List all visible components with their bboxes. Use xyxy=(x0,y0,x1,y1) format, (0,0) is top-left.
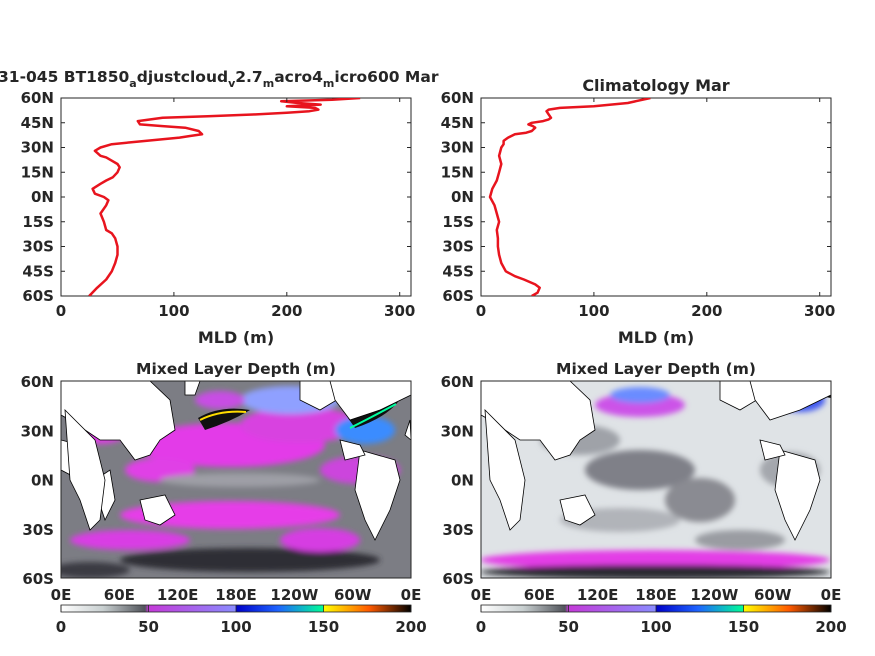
title-part: 2.7 xyxy=(235,68,262,86)
lat-label: 0N xyxy=(451,472,474,490)
colorbar-tick-label: 150 xyxy=(728,618,759,636)
x-axis-label: MLD (m) xyxy=(618,328,694,347)
y-tick-label: 45S xyxy=(442,262,474,280)
series-line-0 xyxy=(88,98,361,296)
y-tick-label: 0N xyxy=(31,188,54,206)
x-tick-label: 300 xyxy=(804,302,835,320)
title-part: djustcloud xyxy=(137,68,228,86)
panel-title-climatology: Climatology Mar xyxy=(582,76,729,95)
title-part: icro600 Mar xyxy=(334,68,438,86)
x-tick-label: 100 xyxy=(158,302,189,320)
map-frame xyxy=(480,380,832,579)
axis-ticks: 0 100 200 300 60S 45S 30S 15S 0N 15N 30N 45N 60N xyxy=(21,89,416,320)
panel-title-model: 31-045 BT1850adjustcloudv2.7macro4micro6… xyxy=(0,68,439,90)
y-tick-label: 60S xyxy=(22,287,54,305)
x-tick-label: 200 xyxy=(271,302,302,320)
colorbar-tick-label: 100 xyxy=(640,618,671,636)
x-tick-label: 300 xyxy=(384,302,415,320)
y-tick-label: 60S xyxy=(442,287,474,305)
y-tick-label: 30S xyxy=(442,238,474,256)
lon-label: 180E xyxy=(215,586,257,604)
series-line-0 xyxy=(488,98,651,296)
y-tick-label: 30N xyxy=(21,139,54,157)
colorbar-tick-label: 150 xyxy=(308,618,339,636)
y-tick-label: 45S xyxy=(22,262,54,280)
lon-label: 0E xyxy=(51,586,72,604)
panel-title-map-climatology: Mixed Layer Depth (m) xyxy=(556,360,756,378)
axis-ticks: 0 100 200 300 60S 45S 30S 15S 0N 15N 30N 45N 60N xyxy=(441,89,836,320)
profile-panel-model: 31-045 BT1850adjustcloudv2.7macro4micro6… xyxy=(0,68,439,347)
lon-label: 60W xyxy=(334,586,372,604)
lon-label: 120E xyxy=(577,586,619,604)
lat-label: 30S xyxy=(22,521,54,539)
title-part: v xyxy=(228,77,236,90)
series-lines xyxy=(488,98,651,296)
lat-label: 60N xyxy=(441,373,474,391)
lon-label: 0E xyxy=(401,586,422,604)
lon-label: 120E xyxy=(157,586,199,604)
y-tick-label: 60N xyxy=(441,89,474,107)
y-tick-label: 15N xyxy=(441,163,474,181)
colorbar-tick-label: 100 xyxy=(220,618,251,636)
lon-label: 60W xyxy=(754,586,792,604)
colorbar-tick-label: 200 xyxy=(395,618,426,636)
y-tick-label: 15N xyxy=(21,163,54,181)
plot-area xyxy=(480,97,832,297)
title-part: m xyxy=(263,77,274,90)
lat-label: 0N xyxy=(31,472,54,490)
map-panel-climatology: Mixed Layer Depth (m) xyxy=(441,360,847,636)
lon-label: 120W xyxy=(690,586,738,604)
y-tick-label: 15S xyxy=(22,213,54,231)
lat-label: 60S xyxy=(442,570,474,588)
title-part: m xyxy=(323,77,334,90)
y-tick-label: 45N xyxy=(441,114,474,132)
x-tick-label: 0 xyxy=(56,302,66,320)
title-part: 31-045 BT1850adjustcloudv2.7macro4micro6… xyxy=(0,68,439,90)
colorbar-ticks: 0 50 100 150 200 xyxy=(476,605,847,636)
x-tick-label: 200 xyxy=(691,302,722,320)
colorbar-tick-label: 0 xyxy=(56,618,66,636)
colorbar-ticks: 0 50 100 150 200 xyxy=(56,605,427,636)
colorbar-tick-label: 50 xyxy=(558,618,579,636)
lat-label: 30S xyxy=(442,521,474,539)
title-part: a xyxy=(129,77,136,90)
panel-title-map-model: Mixed Layer Depth (m) xyxy=(136,360,336,378)
lat-label: 60S xyxy=(22,570,54,588)
y-tick-label: 0N xyxy=(451,188,474,206)
lat-label: 60N xyxy=(21,373,54,391)
map-frame xyxy=(60,380,412,579)
lon-label: 60E xyxy=(104,586,135,604)
map-panel-model: Mixed Layer Depth (m) xyxy=(21,360,427,636)
x-tick-label: 0 xyxy=(476,302,486,320)
title-part: acro4 xyxy=(274,68,323,86)
x-axis-label: MLD (m) xyxy=(198,328,274,347)
colorbar-tick-label: 0 xyxy=(476,618,486,636)
lon-label: 120W xyxy=(270,586,318,604)
lon-label: 60E xyxy=(524,586,555,604)
x-tick-label: 100 xyxy=(578,302,609,320)
lon-label: 180E xyxy=(635,586,677,604)
colorbar-tick-label: 200 xyxy=(815,618,846,636)
lon-label: 0E xyxy=(821,586,842,604)
mld-field-model xyxy=(61,381,411,578)
mld-field-climatology xyxy=(481,381,831,578)
y-tick-label: 15S xyxy=(442,213,474,231)
plot-area xyxy=(60,97,412,297)
colorbar-tick-label: 50 xyxy=(138,618,159,636)
lat-label: 30N xyxy=(441,422,474,440)
profile-panel-climatology: Climatology Mar 0 100 200 300 60S 45S 30S 15S 0N… xyxy=(441,76,836,347)
y-tick-label: 60N xyxy=(21,89,54,107)
series-lines xyxy=(88,98,361,296)
title-part: 31-045 BT1850 xyxy=(0,68,129,86)
lon-label: 0E xyxy=(471,586,492,604)
y-tick-label: 30N xyxy=(441,139,474,157)
lat-label: 30N xyxy=(21,422,54,440)
y-tick-label: 30S xyxy=(22,238,54,256)
y-tick-label: 45N xyxy=(21,114,54,132)
